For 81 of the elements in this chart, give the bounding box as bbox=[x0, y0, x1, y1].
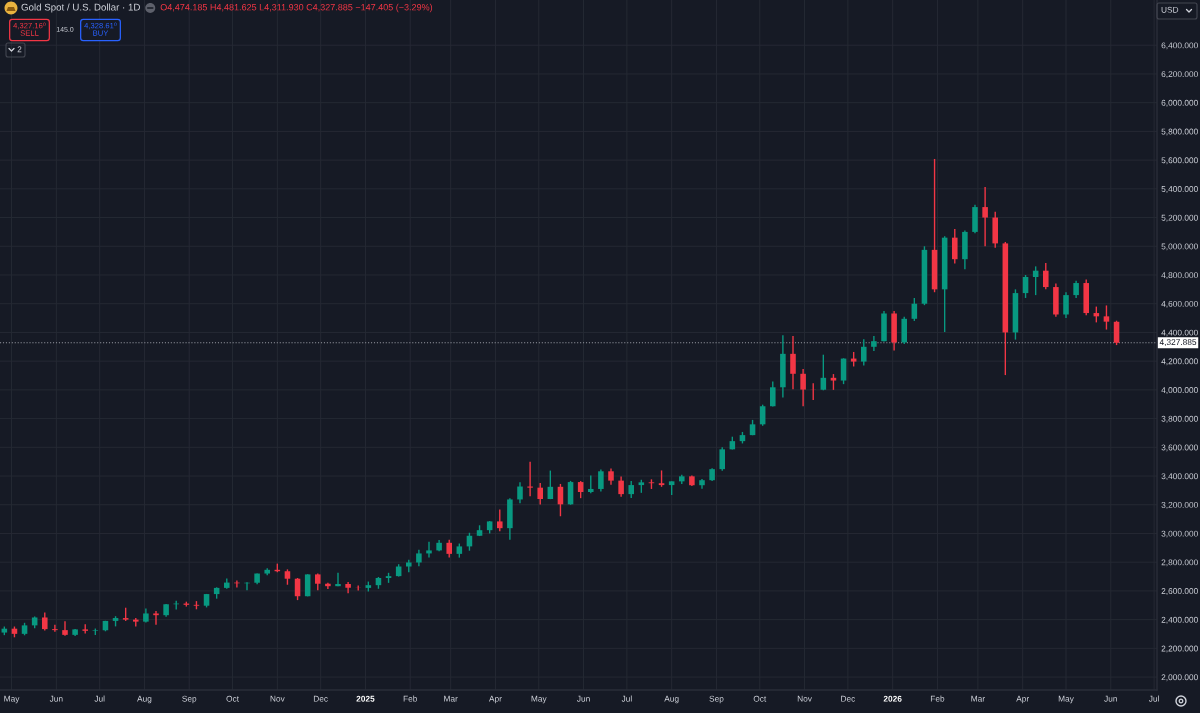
candlestick bbox=[800, 368, 806, 407]
candlestick bbox=[153, 610, 159, 626]
x-tick-label: Feb bbox=[930, 695, 945, 702]
y-tick-label: 5,200.000 bbox=[1161, 214, 1198, 222]
candlestick bbox=[1113, 320, 1120, 346]
candlestick bbox=[1043, 262, 1049, 291]
x-tick-label: Aug bbox=[664, 695, 679, 704]
x-tick-label: Jul bbox=[1148, 695, 1159, 702]
y-tick-label: 4,400.000 bbox=[1161, 329, 1198, 337]
y-tick-label: 3,200.000 bbox=[1161, 501, 1198, 509]
annotation: 2 bbox=[17, 46, 22, 53]
y-tick-label: 6,000.000 bbox=[1161, 99, 1198, 107]
candlestick bbox=[426, 541, 432, 559]
annotation: O4,474.185 H4,481.625 L4,311.930 C4,327.885 −147.405 (−3.29%) bbox=[160, 3, 433, 13]
x-tick-label: Dec bbox=[313, 695, 328, 702]
candlestick bbox=[982, 186, 988, 247]
y-tick-label: 5,400.000 bbox=[1161, 186, 1198, 193]
x-tick-label: Sep bbox=[709, 695, 724, 704]
candlestick bbox=[861, 338, 867, 367]
y-tick-label: 4,600.000 bbox=[1161, 300, 1198, 308]
x-tick-label: Jun bbox=[49, 695, 63, 702]
x-tick-label: Oct bbox=[226, 695, 239, 702]
y-tick-label: 5,800.000 bbox=[1161, 128, 1198, 136]
y-tick-label: 5,000.000 bbox=[1161, 243, 1198, 251]
x-tick-label: Jun bbox=[576, 695, 590, 702]
candlestick bbox=[618, 475, 624, 498]
y-tick-label: 4,800.000 bbox=[1161, 272, 1198, 280]
x-tick-label: May bbox=[531, 695, 547, 704]
y-tick-label: 6,200.000 bbox=[1161, 71, 1198, 79]
x-tick-label: Nov bbox=[797, 695, 812, 702]
x-tick-label: Jul bbox=[94, 695, 105, 702]
candlestick bbox=[598, 468, 604, 493]
x-tick-label: Nov bbox=[270, 695, 285, 702]
y-tick-label: 2,400.000 bbox=[1161, 616, 1198, 624]
candlestick bbox=[62, 620, 68, 637]
y-tick-label: 3,800.000 bbox=[1161, 415, 1198, 423]
candlestick bbox=[790, 335, 796, 390]
candlestick bbox=[820, 353, 827, 392]
x-tick-label: 2026 bbox=[883, 695, 902, 702]
x-tick-label: May bbox=[1058, 695, 1074, 704]
candlestick bbox=[52, 624, 58, 633]
y-tick-label: 3,400.000 bbox=[1161, 473, 1198, 481]
x-tick-label: Sep bbox=[182, 695, 197, 704]
candlestick bbox=[1103, 304, 1110, 331]
candlestick bbox=[770, 380, 776, 408]
y-tick-label: 2,600.000 bbox=[1161, 588, 1198, 595]
candlestick bbox=[1022, 274, 1029, 299]
y-tick-label: 4,200.000 bbox=[1161, 358, 1198, 366]
candlestick bbox=[517, 481, 523, 505]
candlestick bbox=[537, 482, 543, 506]
ref-line-label: 4,327.885 bbox=[1159, 339, 1197, 347]
y-tick-label: 6,400.000 bbox=[1161, 42, 1198, 50]
y-tick-label: 2,800.000 bbox=[1161, 559, 1198, 567]
y-tick-label: 4,000.000 bbox=[1161, 387, 1198, 394]
candlestick bbox=[335, 572, 341, 588]
x-tick-label: Feb bbox=[403, 695, 418, 702]
candlestick bbox=[497, 508, 503, 533]
x-tick-label: Dec bbox=[841, 695, 856, 702]
y-tick-label: 2,200.000 bbox=[1161, 645, 1198, 653]
candlestick bbox=[719, 446, 725, 472]
x-tick-label: Mar bbox=[444, 695, 458, 702]
text: USD bbox=[1161, 6, 1179, 13]
candlestick bbox=[952, 228, 958, 265]
x-tick-label: Jul bbox=[621, 695, 632, 702]
x-tick-label: Jun bbox=[1104, 695, 1117, 702]
x-tick-label: Apr bbox=[1016, 695, 1030, 704]
y-tick-label: 5,600.000 bbox=[1161, 157, 1198, 165]
chart-title: Gold Spot / U.S. Dollar · 1D bbox=[21, 3, 140, 13]
x-tick-label: 2025 bbox=[356, 695, 375, 702]
x-tick-label: May bbox=[4, 695, 20, 704]
candlestick bbox=[901, 315, 907, 345]
candlestick bbox=[527, 460, 533, 497]
x-tick-label: Oct bbox=[753, 695, 767, 702]
x-tick-label: Mar bbox=[971, 695, 985, 702]
y-tick-label: 2,000.000 bbox=[1161, 674, 1198, 682]
x-tick-label: Aug bbox=[137, 695, 152, 704]
y-tick-label: 3,600.000 bbox=[1161, 444, 1198, 452]
candlestick bbox=[1063, 291, 1069, 319]
candlestick bbox=[840, 357, 847, 385]
x-tick-label: Apr bbox=[488, 695, 502, 704]
y-tick-label: 3,000.000 bbox=[1161, 530, 1198, 538]
